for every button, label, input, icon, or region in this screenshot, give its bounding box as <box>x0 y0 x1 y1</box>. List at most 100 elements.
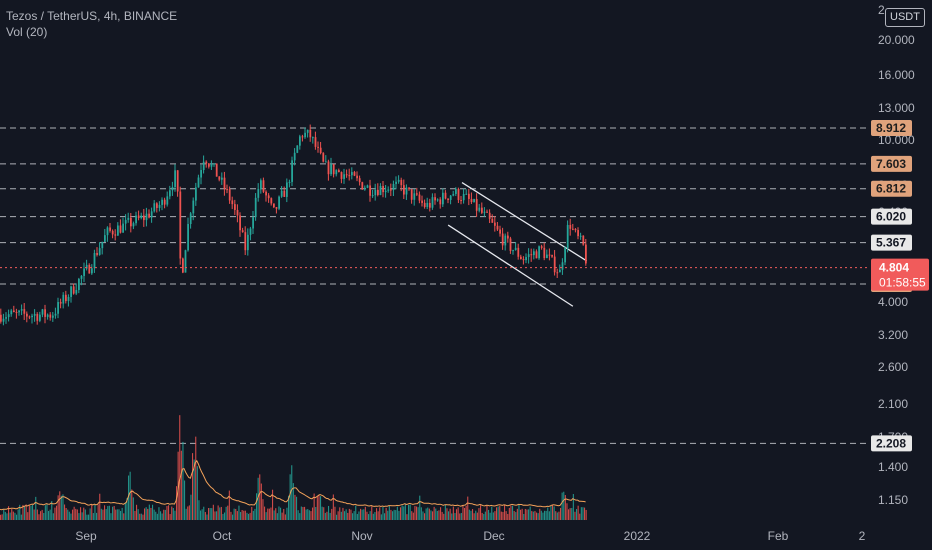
volume-bar <box>372 513 374 520</box>
volume-bar <box>448 511 450 520</box>
volume-bar <box>334 506 336 520</box>
volume-bar <box>422 511 424 520</box>
candle-body <box>260 180 262 189</box>
volume-bar <box>17 509 19 520</box>
price-level-badge <box>871 120 912 137</box>
candle-body <box>57 302 59 314</box>
volume-bar <box>121 507 123 520</box>
volume-bar <box>224 512 226 520</box>
candle-body <box>332 164 335 175</box>
candle-body <box>384 190 387 193</box>
candle-body <box>338 170 340 173</box>
candle-body <box>572 228 574 230</box>
volume-bar <box>342 507 344 520</box>
candle-body <box>457 189 460 201</box>
volume-bar <box>385 507 387 520</box>
candle-body <box>546 254 548 259</box>
symbol-title[interactable]: Tezos / TetherUS, 4h, BINANCE <box>6 9 178 23</box>
candle-body <box>351 172 353 176</box>
volume-bar <box>132 497 134 520</box>
candle-body <box>202 161 205 171</box>
volume-bar <box>102 509 104 520</box>
candle-body <box>582 235 585 245</box>
volume-bar <box>396 506 398 520</box>
volume-bar <box>139 513 141 520</box>
candle-body <box>509 238 512 251</box>
volume-bar <box>196 466 198 520</box>
volume-bar <box>368 514 370 520</box>
candle-body <box>535 251 538 259</box>
volume-bar <box>358 511 360 520</box>
volume-bar <box>22 504 24 520</box>
volume-bar <box>532 511 534 520</box>
volume-bar <box>110 513 112 520</box>
candle-body <box>184 250 187 273</box>
countdown-text: 01:58:55 <box>879 276 926 290</box>
y-tick-label: 2.100 <box>878 397 908 411</box>
candle-body <box>101 241 104 249</box>
candle-body <box>364 187 366 190</box>
volume-bar <box>313 493 315 520</box>
volume-bar <box>401 505 403 520</box>
volume-bar <box>259 474 261 520</box>
volume-bar <box>16 514 18 520</box>
volume-bar <box>249 512 251 520</box>
volume-bar <box>507 513 509 520</box>
volume-bar <box>48 510 50 520</box>
volume-bar <box>321 506 323 520</box>
candle-body <box>312 137 314 139</box>
volume-bar <box>488 509 490 520</box>
candle-body <box>559 269 561 273</box>
candle-body <box>439 199 442 205</box>
candle-body <box>280 190 283 197</box>
volume-bar <box>169 514 171 520</box>
candle-body <box>504 235 507 246</box>
volume-bar <box>580 507 582 520</box>
volume-bar <box>324 512 326 520</box>
volume-bar <box>464 507 466 520</box>
volume-bar <box>457 507 459 520</box>
candle-body <box>210 164 213 167</box>
volume-bar <box>238 505 240 520</box>
volume-bar <box>206 514 208 520</box>
volume-bar <box>104 505 106 520</box>
candle-body <box>488 212 491 219</box>
volume-bar <box>520 509 522 520</box>
volume-bar <box>579 513 581 520</box>
volume-bar <box>24 506 26 520</box>
volume-indicator-label[interactable]: Vol (20) <box>6 25 48 39</box>
candle-body <box>187 223 189 251</box>
volume-bar <box>318 494 320 520</box>
volume-bar <box>291 465 293 520</box>
volume-bar <box>41 509 43 520</box>
volume-bar <box>78 513 80 520</box>
volume-bar <box>35 496 37 520</box>
volume-bar <box>444 505 446 520</box>
candle-body <box>189 213 192 224</box>
y-tick-label: 1.150 <box>878 493 908 507</box>
candle-body <box>475 198 478 211</box>
candle-body <box>286 182 288 197</box>
volume-bar <box>379 507 381 520</box>
volume-bar <box>548 511 550 520</box>
volume-bar <box>537 513 539 520</box>
volume-bar <box>476 512 478 520</box>
candle-body <box>481 207 483 213</box>
candle-body <box>262 180 265 192</box>
volume-bar <box>176 486 178 520</box>
volume-bar <box>211 508 213 520</box>
volume-bar <box>456 509 458 520</box>
volume-bar <box>387 510 389 520</box>
currency-badge[interactable]: USDT <box>885 8 925 27</box>
volume-bar <box>160 511 162 520</box>
candle-body <box>501 233 504 246</box>
volume-bar <box>374 512 376 520</box>
volume-bar <box>241 510 243 520</box>
candle-body <box>33 314 36 316</box>
y-tick-label: 4.000 <box>878 295 908 309</box>
horizontal-levels <box>0 127 868 444</box>
volume-bar <box>472 509 474 520</box>
candle-body <box>462 194 465 201</box>
price-level-badge-text: 8.912 <box>876 121 906 135</box>
